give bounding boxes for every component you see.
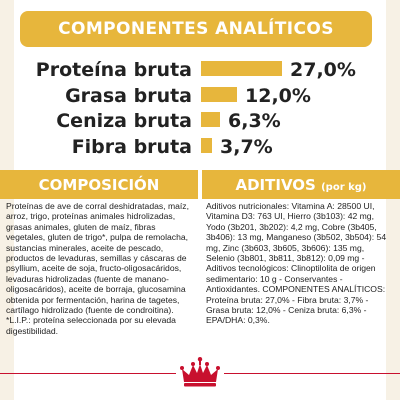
composicion-header: COMPOSICIÓN [0, 170, 198, 199]
analytic-value: 3,7% [220, 136, 273, 158]
aditivos-subtitle: (por kg) [321, 181, 367, 193]
analytic-label: Ceniza bruta [56, 110, 192, 132]
analytics-title: COMPONENTES ANALÍTICOS [58, 19, 334, 39]
aditivos-title: ADITIVOS (por kg) [236, 176, 367, 194]
right-decor-strip [386, 0, 400, 400]
analytic-label: Grasa bruta [65, 85, 192, 107]
aditivos-text: Aditivos nutricionales: Vitamina A: 2850… [206, 201, 387, 326]
analytic-bar [201, 112, 220, 127]
analytic-row-fat: Grasa bruta 12,0% [0, 82, 400, 110]
composicion-text: Proteínas de ave de corral deshidratadas… [6, 201, 189, 336]
crown-icon [180, 357, 220, 387]
analytic-row-protein: Proteína bruta 27,0% [0, 56, 400, 84]
analytic-label: Fibra bruta [71, 136, 192, 158]
analytic-label: Proteína bruta [35, 59, 192, 81]
aditivos-title-text: ADITIVOS [235, 175, 316, 194]
analytic-value: 6,3% [228, 110, 281, 132]
aditivos-header: ADITIVOS (por kg) [202, 170, 400, 199]
composicion-title: COMPOSICIÓN [38, 175, 160, 194]
analytic-bar [201, 61, 282, 76]
footer-divider-right [224, 373, 400, 374]
analytic-bar [201, 138, 212, 153]
footer-divider-left [0, 373, 176, 374]
analytic-row-fiber: Fibra bruta 3,7% [0, 133, 400, 161]
analytic-value: 12,0% [245, 85, 311, 107]
analytic-value: 27,0% [290, 59, 356, 81]
analytics-banner: COMPONENTES ANALÍTICOS [20, 11, 372, 47]
left-decor-strip [0, 0, 14, 400]
analytic-bar [201, 87, 237, 102]
analytic-row-ash: Ceniza bruta 6,3% [0, 107, 400, 135]
